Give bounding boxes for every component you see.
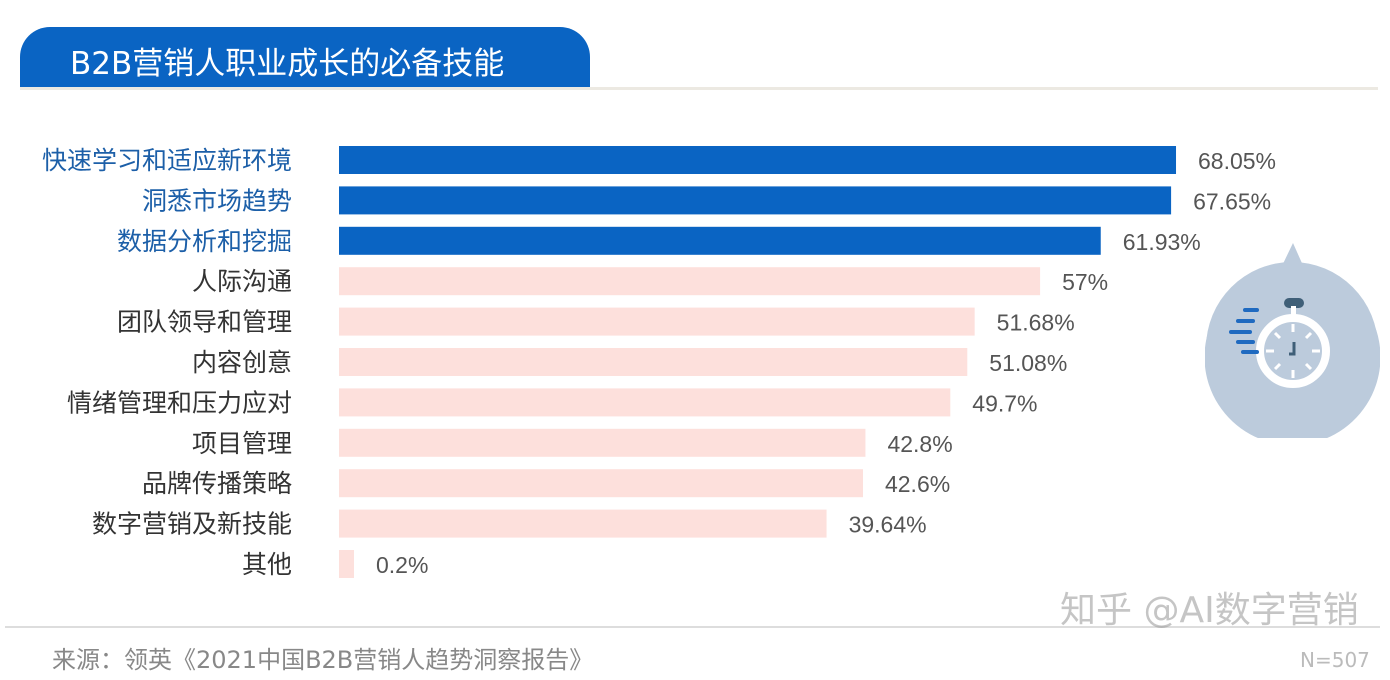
category-label: 人际沟通 <box>192 267 292 296</box>
category-label: 数字营销及新技能 <box>92 510 292 539</box>
sample-size: N=507 <box>1300 648 1370 672</box>
category-label: 数据分析和挖掘 <box>117 227 292 256</box>
bar <box>339 388 951 417</box>
bar <box>339 428 866 457</box>
chart-title: B2B营销人职业成长的必备技能 <box>70 46 505 82</box>
category-label: 其他 <box>242 550 292 579</box>
bar <box>339 348 968 376</box>
bar-chart: 快速学习和适应新环境 68.05% 洞悉市场趋势 67.65% 数据分析和挖掘 61.93… <box>42 146 1276 579</box>
value-label: 42.6% <box>885 471 950 497</box>
category-label: 快速学习和适应新环境 <box>42 146 292 175</box>
category-label: 情绪管理和压力应对 <box>67 388 292 417</box>
category-label: 项目管理 <box>192 429 292 458</box>
bar <box>339 509 827 538</box>
category-label: 品牌传播策略 <box>142 469 292 498</box>
value-label: 51.08% <box>989 350 1067 376</box>
source-note: 来源：领英《2021中国B2B营销人趋势洞察报告》 <box>52 646 594 674</box>
bar <box>339 146 1177 174</box>
bar <box>339 550 354 578</box>
value-label: 49.7% <box>972 390 1037 416</box>
watermark: 知乎 @AI数字营销 <box>1060 590 1359 631</box>
value-label: 0.2% <box>376 552 428 578</box>
divider <box>20 87 1378 90</box>
value-label: 42.8% <box>887 431 952 457</box>
value-label: 51.68% <box>997 310 1075 336</box>
stopwatch-icon <box>1205 243 1380 438</box>
bar <box>339 307 975 336</box>
bar <box>339 267 1041 296</box>
category-label: 内容创意 <box>192 348 292 377</box>
value-label: 67.65% <box>1193 188 1271 214</box>
value-label: 61.93% <box>1123 229 1201 255</box>
value-label: 39.64% <box>849 512 927 538</box>
category-label: 洞悉市场趋势 <box>142 186 292 215</box>
footer-divider <box>5 626 1380 628</box>
value-label: 68.05% <box>1198 148 1276 174</box>
category-label: 团队领导和管理 <box>117 308 292 337</box>
bar <box>339 226 1101 255</box>
title-banner <box>20 27 590 89</box>
value-label: 57% <box>1062 269 1108 295</box>
bar <box>339 469 863 498</box>
bar <box>339 186 1172 215</box>
